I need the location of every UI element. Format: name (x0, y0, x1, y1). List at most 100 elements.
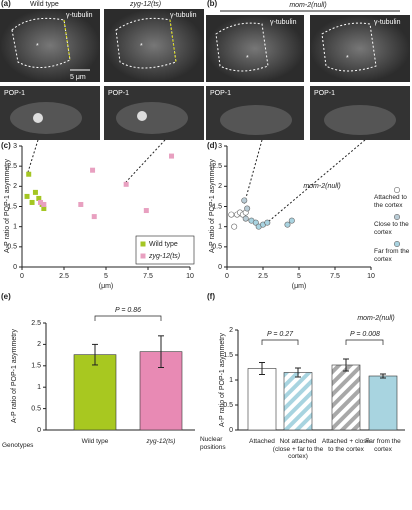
x-tick-label-box: Attached (249, 438, 275, 445)
y-tick-label: 3 (218, 143, 222, 150)
embryo (10, 102, 82, 134)
point (91, 214, 97, 220)
legend-swatch (393, 241, 400, 248)
y-tick-label: 0.5 (31, 405, 41, 412)
y-tick-label: 1.5 (212, 203, 222, 210)
panel-label: (c) (1, 141, 11, 150)
stain-label: γ-tubulin (270, 19, 297, 26)
y-tick-label: 2.5 (31, 320, 41, 327)
scale-bar-label: 5 μm (70, 74, 86, 81)
point (123, 181, 129, 187)
point (244, 205, 251, 212)
x-tick-label: Attached (249, 438, 275, 445)
x-tick-label: 7.5 (143, 273, 153, 280)
point (252, 219, 259, 226)
point (288, 217, 295, 224)
bracket (94, 315, 162, 321)
y-tick-label: 2 (218, 183, 222, 190)
x-tick-label: 2.5 (258, 273, 268, 280)
nucleus-marker: * (140, 43, 143, 50)
stain-label: POP-1 (108, 90, 129, 97)
legend-label-box: Close to the cortex (374, 221, 409, 236)
legend-label: Close to the cortex (374, 221, 409, 236)
y-tick-label: 1 (37, 384, 41, 391)
y-tick-label: 0.5 (7, 244, 17, 251)
panel-label: (a) (1, 0, 11, 8)
y-tick-label: 2 (37, 341, 41, 348)
panel-label: (d) (207, 141, 218, 150)
y-tick-label: 3 (13, 143, 17, 150)
bar (247, 368, 277, 431)
y-tick-label: 0.5 (223, 402, 233, 409)
point (78, 201, 84, 207)
point (241, 197, 248, 204)
connector (27, 139, 39, 173)
cell-outline (321, 22, 377, 72)
y-tick-label: 0 (13, 264, 17, 271)
y-axis-label: A-P ratio of POP-1 asymmetry (219, 333, 226, 428)
x-tick-label: 0 (20, 273, 24, 280)
point (231, 223, 238, 230)
image (310, 15, 410, 82)
column-title: Wild type (30, 1, 59, 8)
bar (368, 375, 398, 431)
legend-swatch (393, 187, 400, 194)
y-tick-label: 1.5 (7, 203, 17, 210)
y-tick-label: 1 (229, 377, 233, 384)
annotation: mom-2(null) (357, 315, 394, 322)
point (90, 167, 96, 173)
y-tick-label: 1.5 (31, 363, 41, 370)
x-axis-label: Nuclear positions (200, 436, 226, 451)
legend-swatch (393, 214, 400, 221)
stain-label: POP-1 (4, 90, 25, 97)
bracket (345, 339, 384, 345)
connector (261, 139, 366, 228)
nucleus (137, 111, 147, 121)
x-tick-label: 10 (367, 273, 375, 280)
point (264, 219, 271, 226)
point (36, 195, 42, 201)
x-tick-label: 7.5 (330, 273, 340, 280)
legend-label: Far from the cortex (374, 248, 410, 263)
y-tick-label: 2.5 (212, 163, 222, 170)
boundary (63, 19, 71, 61)
bar (331, 364, 361, 431)
boundary (169, 19, 177, 63)
x-tick-label: 0 (225, 273, 229, 280)
y-tick-label: 2.5 (7, 163, 17, 170)
legend-box (135, 235, 195, 265)
embryo (220, 105, 292, 135)
point (41, 201, 47, 207)
image (206, 15, 304, 82)
panel-title: mom-2(null) (289, 2, 326, 9)
stain-label: POP-1 (210, 90, 231, 97)
image (104, 9, 204, 82)
y-tick-label: 1.5 (223, 352, 233, 359)
point (228, 211, 235, 218)
panel-label: (f) (207, 292, 215, 301)
point (26, 171, 32, 177)
panel-label: (e) (1, 292, 11, 301)
y-tick-label: 0 (218, 264, 222, 271)
panel-label: (b) (207, 0, 218, 8)
stain-label: γ-tubulin (170, 12, 197, 19)
x-tick-label-box: Not attached (close + far to the cortex) (273, 438, 323, 460)
y-tick-label: 2 (229, 327, 233, 334)
x-axis-label-box: Genotypes (2, 442, 33, 449)
x-axis-label: (μm) (99, 283, 114, 290)
y-tick-label: 0 (37, 427, 41, 434)
point (169, 153, 175, 159)
micrograph-panel-b: (b) mom-2(null) γ-tubulin γ-tubulin * * … (206, 0, 410, 140)
legend-swatch (140, 253, 146, 259)
connector (243, 139, 263, 206)
embryo (324, 105, 396, 135)
point (29, 199, 35, 205)
x-axis-label: (μm) (292, 283, 307, 290)
x-tick-label: 5 (104, 273, 108, 280)
legend-label: zyg-12(ts) (148, 253, 180, 260)
point (24, 193, 30, 199)
y-axis-label: A-P ratio of POP-1 asymmetry (4, 159, 11, 254)
bar (283, 372, 313, 431)
point (242, 215, 249, 222)
point (32, 189, 38, 195)
